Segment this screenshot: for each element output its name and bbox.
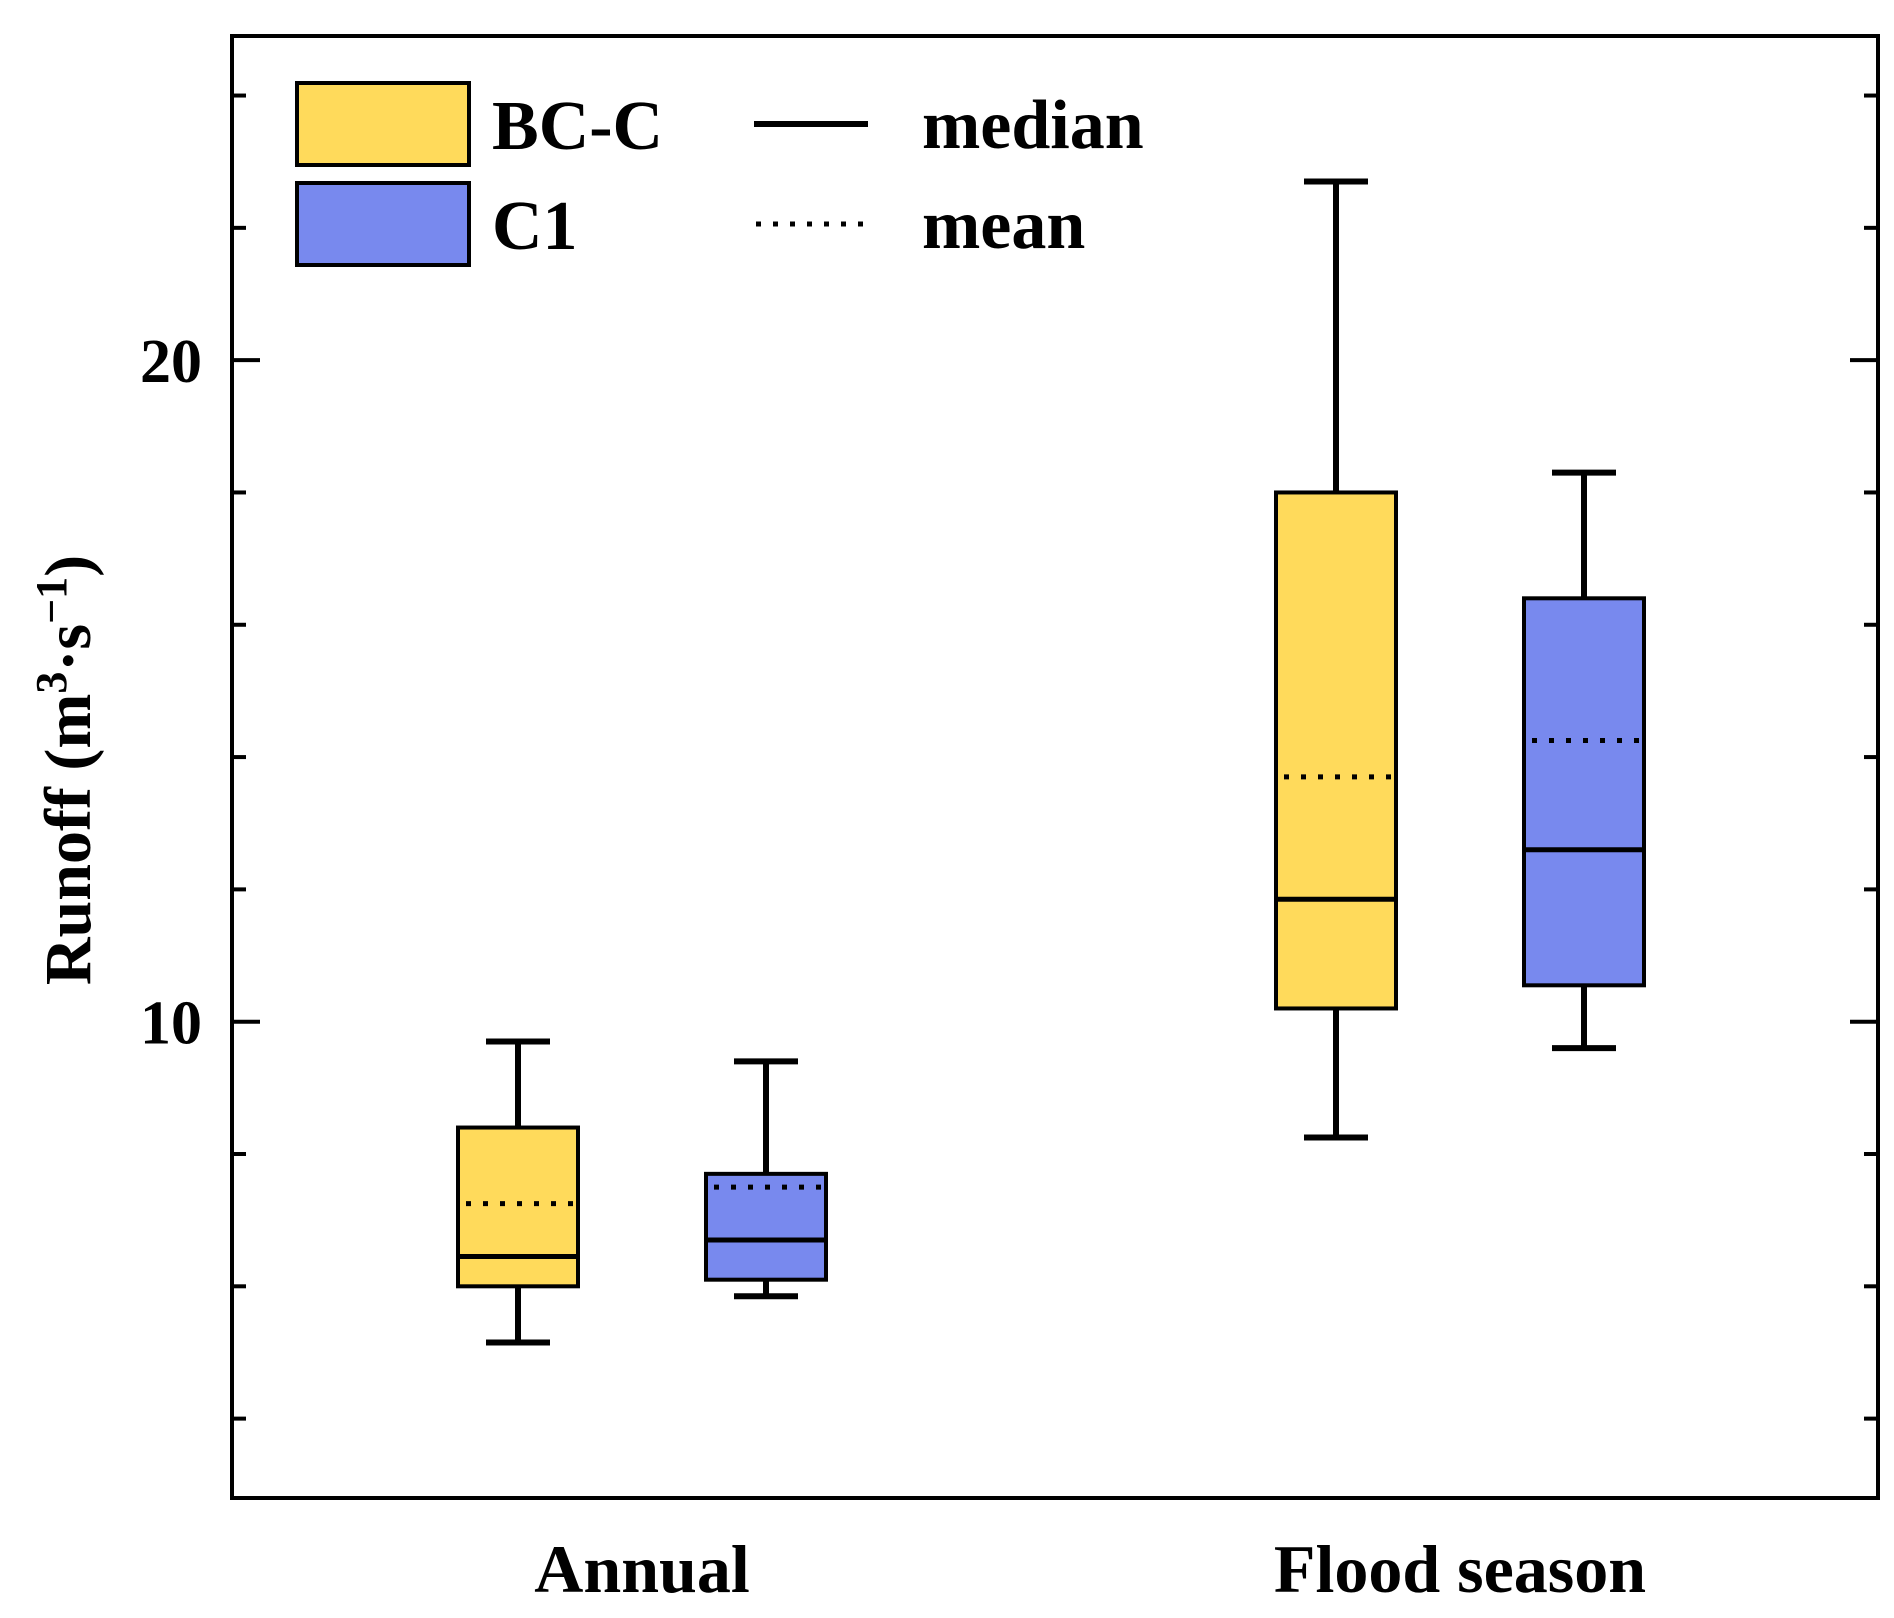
x-category-label: Annual	[534, 1531, 749, 1607]
legend-swatch-c1	[295, 181, 471, 267]
box-BC-C-annual	[456, 1038, 580, 1346]
y-tick-label: 20	[140, 328, 202, 396]
legend-label-c1: C1	[492, 188, 578, 265]
y-axis-title-sup1: 3	[27, 672, 76, 694]
legend-label-bc-c: BC-C	[492, 88, 663, 165]
box-BC-C-flood-season	[1274, 178, 1398, 1141]
iqr-box	[1274, 490, 1398, 1011]
legend-label-median: median	[922, 87, 1144, 164]
y-axis-ticks: 10 20	[140, 93, 1878, 1421]
iqr-box	[1522, 596, 1646, 988]
y-axis-title-mid: ·s	[32, 624, 105, 672]
box-C1-annual	[704, 1058, 828, 1300]
iqr-box	[704, 1171, 828, 1282]
y-axis-title-main: Runoff (m	[32, 694, 105, 986]
y-axis-title: Runoff (m3·s−1)	[27, 555, 106, 985]
legend-label-mean: mean	[922, 187, 1085, 264]
boxes-layer	[456, 178, 1646, 1346]
x-category-label: Flood season	[1274, 1531, 1646, 1607]
y-axis-title-sup2: −1	[27, 577, 76, 624]
iqr-box	[456, 1125, 580, 1289]
legend-swatch-bc-c	[295, 81, 471, 167]
plot-area-frame	[230, 34, 1880, 1500]
y-tick-label: 10	[140, 990, 202, 1058]
axis-labels: Annual Flood season Runoff (m3·s−1)	[27, 555, 1647, 1607]
box-C1-flood-season	[1522, 469, 1646, 1052]
y-axis-title-end: )	[32, 555, 105, 577]
legend: BC-C C1 median mean	[295, 81, 1144, 267]
